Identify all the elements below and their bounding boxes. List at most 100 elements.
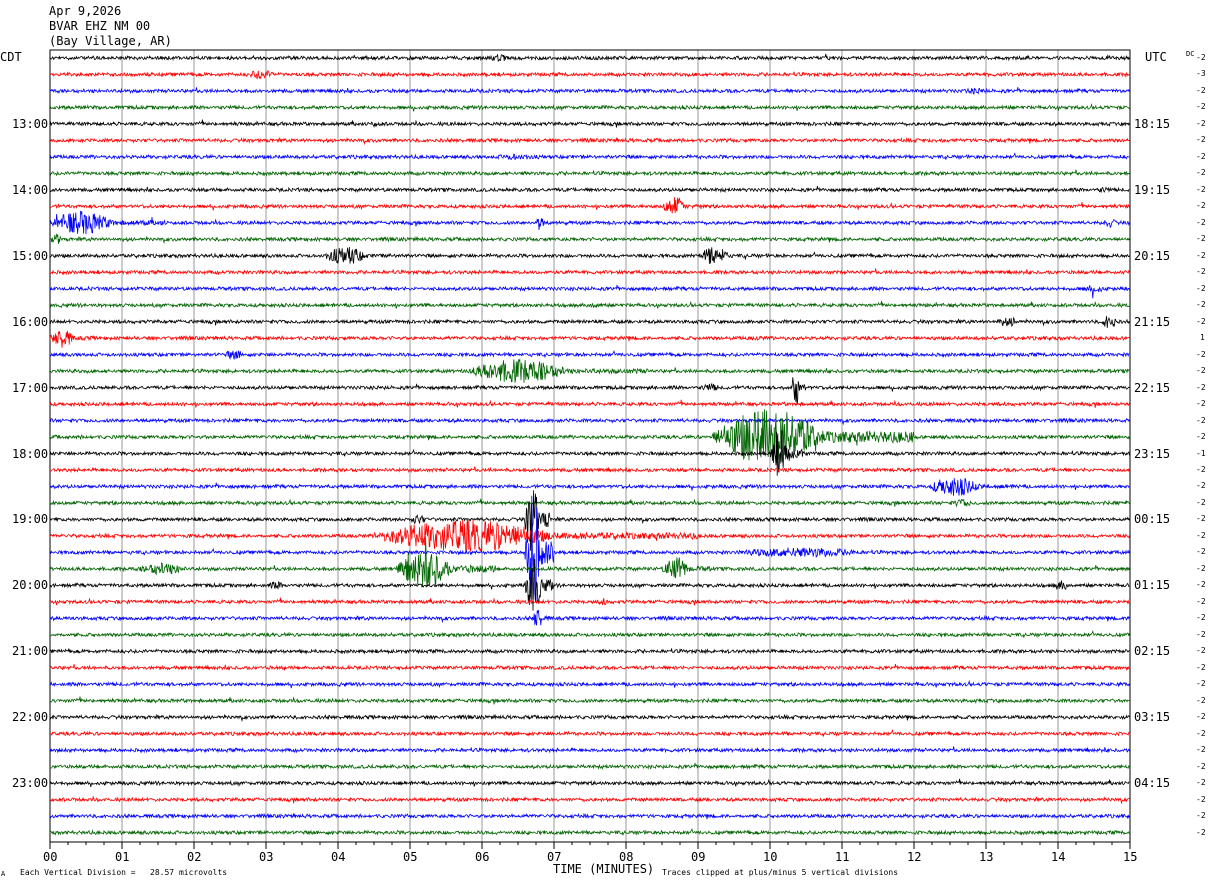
dc-offset-value: -2 xyxy=(1196,662,1206,672)
dc-offset-value: -2 xyxy=(1196,234,1206,244)
trace-row-38 xyxy=(49,679,1130,689)
dc-offset-value: -2 xyxy=(1196,679,1206,689)
dc-offset-value: -2 xyxy=(1196,465,1206,474)
division-note: Each Vertical Division = 28.57 microvolt… xyxy=(20,868,228,877)
seismic-traces xyxy=(49,53,1130,836)
left-time-label: 20:00 xyxy=(12,578,49,593)
trace-row-7 xyxy=(49,169,1130,177)
left-time-label: 16:00 xyxy=(12,314,49,329)
trace-row-6 xyxy=(49,152,1130,161)
left-time-label: 17:00 xyxy=(12,380,49,395)
trace-row-29 xyxy=(49,519,1130,552)
left-axis-label: CDT xyxy=(0,50,22,64)
dc-offset-value: -2 xyxy=(1196,366,1206,376)
trace-row-1 xyxy=(49,69,1130,80)
trace-row-17 xyxy=(49,330,1130,348)
dc-offset-value: -2 xyxy=(1196,695,1206,705)
trace-row-19 xyxy=(49,358,1130,383)
left-time-label: 23:00 xyxy=(12,776,49,791)
x-tick-label: 03 xyxy=(259,850,274,864)
header-station: BVAR EHZ NM 00 xyxy=(49,19,151,33)
dc-offset-value: -2 xyxy=(1196,415,1206,425)
right-time-label: 02:15 xyxy=(1134,644,1171,659)
dc-offset-value: -2 xyxy=(1196,118,1206,128)
left-time-label: 18:00 xyxy=(12,446,49,461)
trace-row-34 xyxy=(49,609,1130,626)
left-time-label: 14:00 xyxy=(12,182,49,197)
x-tick-label: 06 xyxy=(475,850,490,864)
right-time-label: 18:15 xyxy=(1134,116,1171,131)
x-tick-label: 07 xyxy=(547,850,562,864)
x-tick-label: 01 xyxy=(115,850,130,864)
plot-frame xyxy=(49,49,1131,843)
left-time-label: 21:00 xyxy=(12,644,49,659)
dc-offset-value: -2 xyxy=(1196,530,1206,540)
trace-row-9 xyxy=(49,197,1130,214)
x-tick-label: 12 xyxy=(907,850,922,864)
dc-offset-value: -2 xyxy=(1196,745,1206,755)
dc-offset-value: -2 xyxy=(1196,778,1206,788)
dc-offset-value: -2 xyxy=(1196,629,1206,639)
trace-row-20 xyxy=(49,377,1130,405)
trace-row-40 xyxy=(49,713,1130,723)
right-time-label: 23:15 xyxy=(1134,446,1171,461)
x-tick-label: 04 xyxy=(331,850,346,864)
trace-row-31 xyxy=(49,536,1130,587)
trace-row-42 xyxy=(49,746,1130,754)
right-time-label: 03:15 xyxy=(1134,710,1171,725)
header-location: (Bay Village, AR) xyxy=(49,34,172,48)
x-tick-label: 00 xyxy=(43,850,58,864)
trace-row-10 xyxy=(49,210,1130,235)
trace-row-4 xyxy=(49,119,1130,128)
trace-row-22 xyxy=(49,417,1130,426)
dc-offset-value: -2 xyxy=(1196,53,1206,62)
trace-row-39 xyxy=(49,696,1130,705)
x-tick-label: 09 xyxy=(691,850,706,864)
right-time-label: 22:15 xyxy=(1134,380,1171,395)
trace-row-36 xyxy=(49,648,1130,655)
trace-row-15 xyxy=(49,300,1130,310)
dc-offset-value: -2 xyxy=(1196,646,1206,656)
clipped-note: Traces clipped at plus/minus 5 vertical … xyxy=(662,868,899,877)
trace-row-43 xyxy=(49,762,1130,770)
trace-row-21 xyxy=(49,399,1130,408)
trace-row-23 xyxy=(49,409,1130,463)
trace-row-44 xyxy=(49,778,1130,788)
dc-offset-value: -2 xyxy=(1196,514,1206,524)
dc-offset-value: -2 xyxy=(1196,85,1206,95)
x-tick-label: 15 xyxy=(1123,850,1138,864)
dc-offset-value: -2 xyxy=(1196,728,1206,738)
trace-row-35 xyxy=(49,630,1130,639)
trace-row-11 xyxy=(49,233,1130,245)
dc-offset-value: -2 xyxy=(1196,316,1206,326)
right-time-label: 00:15 xyxy=(1134,512,1171,527)
x-tick-label: 11 xyxy=(835,850,850,864)
trace-row-28 xyxy=(49,490,1130,551)
dc-offset-value: -2 xyxy=(1196,613,1206,623)
trace-row-8 xyxy=(49,186,1130,194)
dc-offset-value: -2 xyxy=(1196,135,1206,145)
corner-mark: A xyxy=(1,870,6,878)
trace-row-3 xyxy=(49,102,1130,112)
trace-row-18 xyxy=(49,349,1130,361)
trace-row-46 xyxy=(49,812,1130,820)
x-tick-label: 08 xyxy=(619,850,634,864)
trace-row-26 xyxy=(49,478,1130,496)
left-time-label: 13:00 xyxy=(12,116,49,131)
dc-offset-value: -2 xyxy=(1196,168,1206,178)
dc-offset-value: -2 xyxy=(1196,563,1206,573)
trace-row-41 xyxy=(50,729,1130,738)
dc-offset-value: -2 xyxy=(1196,761,1206,771)
right-time-label: 21:15 xyxy=(1134,314,1171,329)
dc-offset-value: -2 xyxy=(1196,580,1206,590)
x-tick-label: 10 xyxy=(763,850,778,864)
trace-row-5 xyxy=(49,136,1130,146)
dc-offset-value: -2 xyxy=(1196,300,1206,310)
grid-lines xyxy=(49,49,1131,843)
right-time-label: 04:15 xyxy=(1134,776,1171,791)
dc-offset-value: -2 xyxy=(1196,399,1206,409)
trace-row-33 xyxy=(49,597,1130,606)
trace-row-16 xyxy=(49,316,1130,329)
dc-offset-value: -2 xyxy=(1196,596,1206,606)
x-axis-ticks xyxy=(49,842,1131,849)
